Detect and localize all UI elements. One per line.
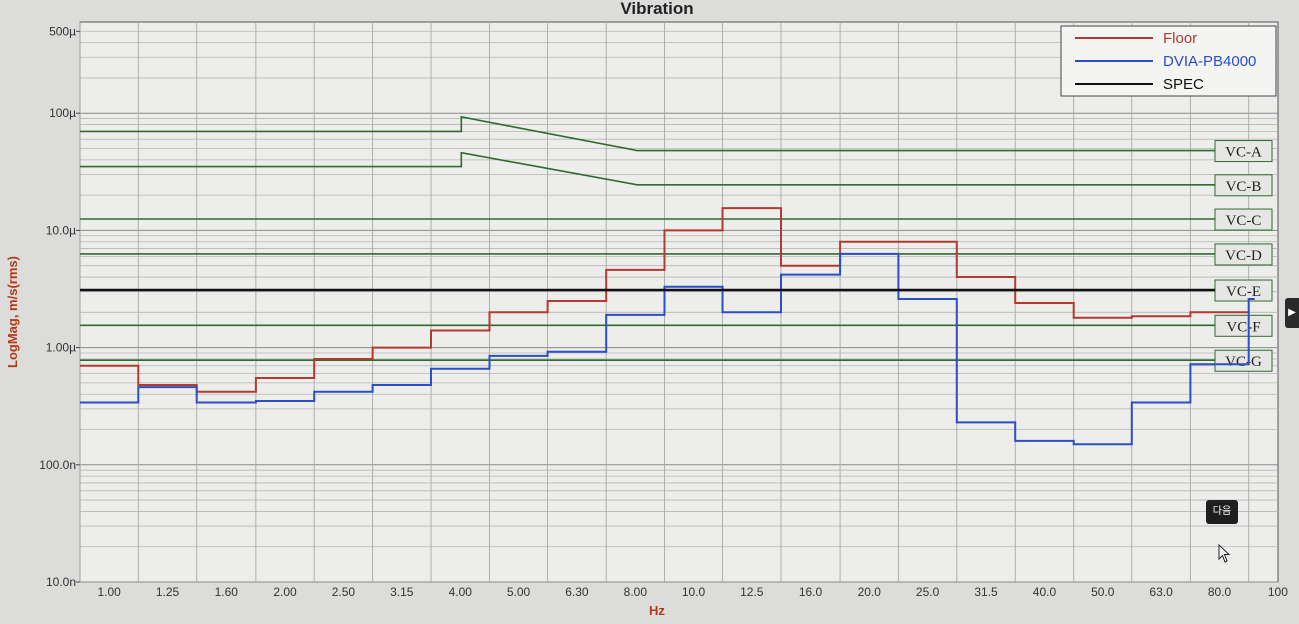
criteria-label-box	[1214, 140, 1273, 163]
criteria-label-box	[1214, 174, 1273, 197]
legend-entry: Floor	[1163, 30, 1197, 47]
criteria-label-vc-e: VC-E	[1226, 284, 1261, 300]
x-tick-label: 1.25	[156, 585, 180, 599]
x-tick-label: 3.15	[390, 585, 414, 599]
criteria-label-box	[1214, 208, 1273, 231]
side-panel-toggle[interactable]: ▶	[1285, 298, 1299, 328]
x-tick-label: 1.60	[215, 585, 239, 599]
criteria-label-vc-a: VC-A	[1225, 145, 1262, 161]
next-button[interactable]: 다음	[1206, 500, 1238, 524]
x-tick-label: 2.50	[332, 585, 356, 599]
criteria-label-vc-g: VC-G	[1225, 354, 1262, 370]
plot-area	[79, 21, 1279, 583]
x-tick-label: 25.0	[916, 585, 940, 599]
x-axis-title: Hz	[649, 603, 665, 618]
y-tick-label: 10.0µ	[46, 223, 76, 237]
x-tick-label: 80.0	[1208, 585, 1232, 599]
x-tick-label: 5.00	[507, 585, 531, 599]
y-axis-title: LogMag, m/s(rms)	[5, 256, 20, 368]
criteria-label-vc-b: VC-B	[1226, 179, 1262, 195]
x-tick-label: 8.00	[624, 585, 648, 599]
x-tick-label: 2.00	[273, 585, 297, 599]
criteria-label-box	[1214, 314, 1273, 337]
chart-title: Vibration	[620, 0, 693, 18]
x-tick-label: 63.0	[1149, 585, 1173, 599]
x-tick-label: 1.00	[97, 585, 121, 599]
x-tick-label: 16.0	[799, 585, 823, 599]
criteria-label-vc-d: VC-D	[1225, 248, 1262, 264]
x-tick-label: 31.5	[974, 585, 998, 599]
series-line-dvia-pb4000	[80, 252, 1255, 446]
legend-entry: DVIA-PB4000	[1163, 53, 1256, 70]
x-tick-label: 12.5	[740, 585, 764, 599]
y-tick-label: 100.0n	[39, 458, 76, 472]
criteria-label-vc-f: VC-F	[1226, 319, 1260, 335]
x-tick-label: 4.00	[449, 585, 473, 599]
series-line-floor	[80, 207, 1249, 393]
y-tick-label: 500µ	[49, 24, 76, 38]
criteria-line-vc-a	[80, 115, 1265, 152]
criteria-line-vc-b	[80, 151, 1265, 186]
y-tick-label: 10.0n	[46, 575, 76, 589]
criteria-label-vc-c: VC-C	[1226, 213, 1262, 229]
x-tick-label: 20.0	[858, 585, 882, 599]
y-tick-label: 100µ	[49, 106, 76, 120]
x-tick-label: 40.0	[1033, 585, 1057, 599]
legend-entry: SPEC	[1163, 76, 1204, 93]
criteria-label-box	[1214, 349, 1273, 372]
x-tick-label: 6.30	[565, 585, 589, 599]
criteria-label-box	[1214, 243, 1273, 266]
x-tick-label: 10.0	[682, 585, 706, 599]
x-tick-label: 100	[1268, 585, 1288, 599]
y-tick-label: 1.00µ	[46, 341, 76, 355]
x-tick-label: 50.0	[1091, 585, 1115, 599]
plot-layer: 1.00 1.25 1.60 2.00 2.50 3.15 4.00 5.00 6.30 8.00…	[39, 21, 1288, 599]
mouse-pointer-icon	[1218, 544, 1231, 563]
